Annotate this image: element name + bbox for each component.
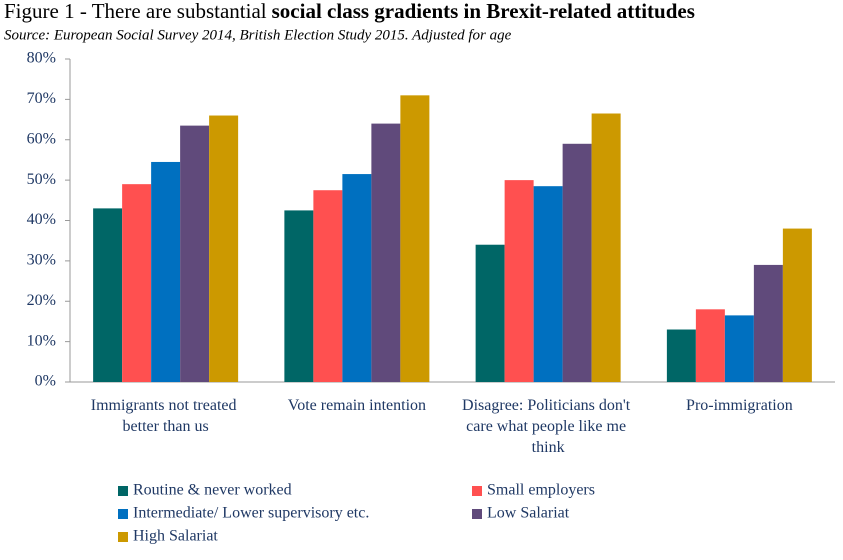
bar [753, 264, 783, 382]
bar [284, 210, 314, 382]
x-tick-label: Immigrants not treated better than us [91, 397, 241, 435]
x-tick-label: Pro-immigration [686, 397, 793, 414]
bar [666, 329, 696, 382]
title-emphasis: social class gradients in Brexit-related… [272, 0, 695, 23]
y-tick-label: 30% [27, 252, 56, 269]
legend-swatch [118, 509, 128, 519]
legend-label: High Salariat [133, 528, 218, 545]
legend-swatch [118, 532, 128, 542]
y-tick-label: 0% [35, 373, 56, 390]
chart-subtitle: Source: European Social Survey 2014, Bri… [4, 27, 512, 43]
x-tick-line: better than us [123, 418, 209, 435]
x-tick-line: Immigrants not treated [91, 397, 241, 414]
y-tick-label: 10% [27, 332, 56, 349]
x-tick-line: Vote remain intention [288, 397, 426, 414]
x-tick-line: Disagree: Politicians don't [462, 397, 634, 414]
legend-label: Routine & never worked [133, 482, 292, 499]
chart-title: Figure 1 - There are substantial social c… [4, 0, 695, 23]
y-tick-label: 50% [27, 171, 56, 188]
bar [342, 174, 372, 382]
bar [695, 309, 725, 382]
bar [504, 180, 534, 382]
bar [562, 143, 592, 382]
bar [313, 190, 343, 382]
bar [591, 113, 621, 382]
y-tick-label: 20% [27, 292, 56, 309]
bar [93, 208, 123, 382]
bar [180, 125, 210, 383]
legend-label: Intermediate/ Lower supervisory etc. [133, 505, 369, 522]
bar [475, 244, 505, 382]
x-tick-line: think [532, 439, 565, 456]
bar [209, 115, 239, 383]
y-tick-label: 60% [27, 130, 56, 147]
bar [782, 228, 812, 382]
x-tick-label: Vote remain intention [288, 397, 426, 414]
legend-label: Low Salariat [487, 505, 570, 522]
legend-swatch [118, 486, 128, 496]
y-tick-label: 80% [27, 50, 56, 67]
x-tick-label: Disagree: Politicians don't care what pe… [462, 397, 634, 456]
x-tick-line: care what people like me [466, 418, 630, 435]
y-tick-label: 70% [27, 90, 56, 107]
y-tick-label: 40% [27, 211, 56, 228]
x-tick-line: Pro-immigration [686, 397, 793, 414]
title-part: Figure 1 - There are substantial [4, 0, 267, 23]
legend-swatch [472, 509, 482, 519]
bar [533, 186, 563, 382]
bar [122, 184, 152, 382]
legend-swatch [472, 486, 482, 496]
bar [151, 161, 181, 382]
bar [400, 95, 430, 383]
bar [371, 123, 401, 382]
bar [724, 315, 754, 382]
legend-label: Small employers [487, 482, 595, 499]
